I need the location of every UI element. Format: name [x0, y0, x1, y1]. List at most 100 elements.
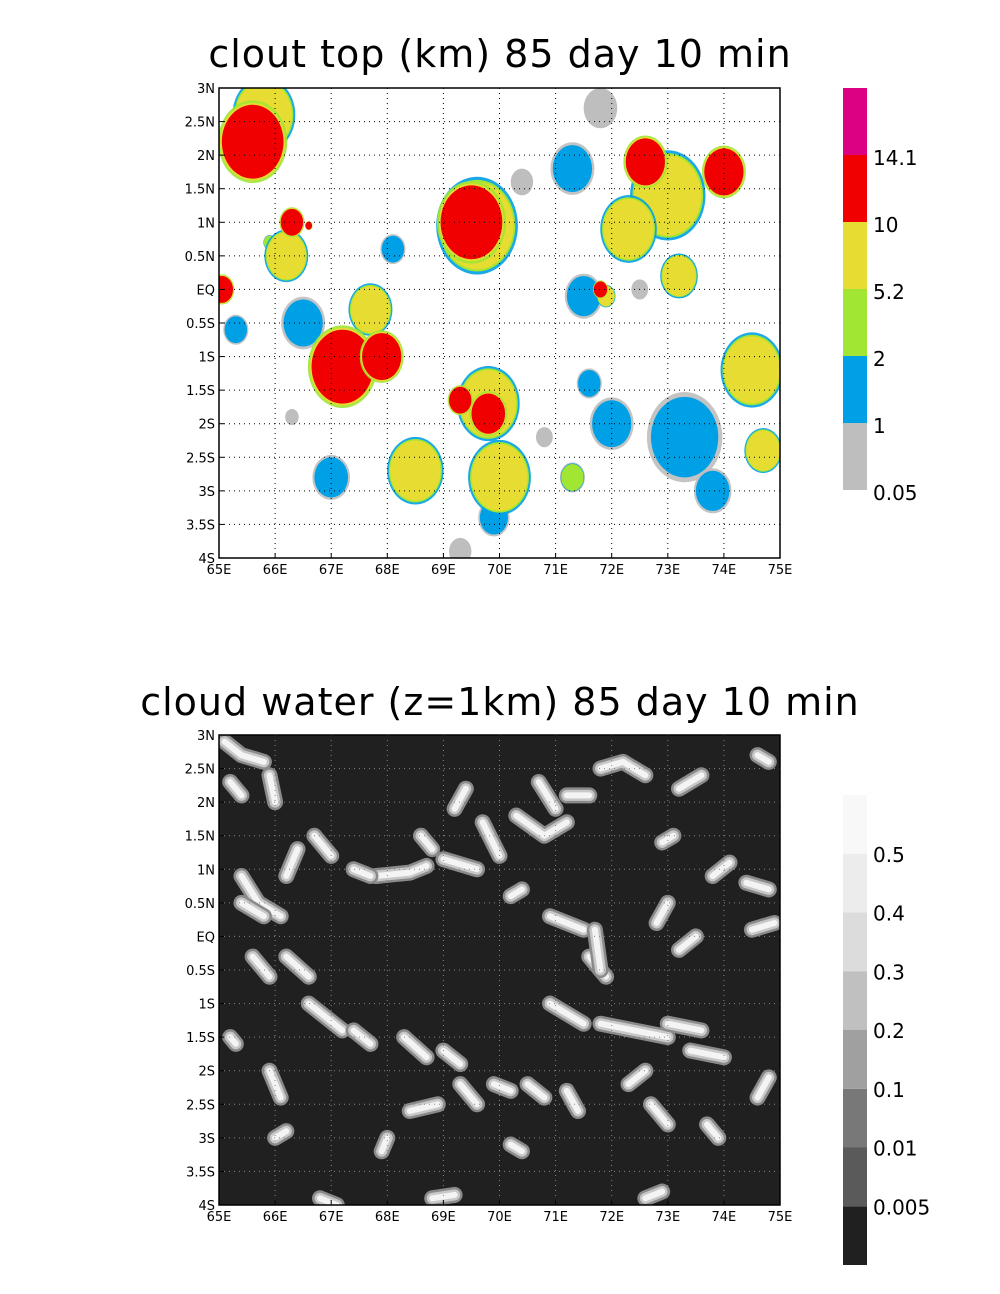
cloud-water-core	[591, 926, 604, 973]
cloud-water-outer	[502, 881, 530, 905]
cloud-blob	[535, 427, 553, 448]
colorbar-swatch	[843, 1088, 867, 1148]
cloud-water-core	[440, 1047, 464, 1067]
cloud-water-core	[676, 772, 705, 792]
cloud-water-mid	[398, 1031, 433, 1063]
cloud-blob	[662, 255, 696, 297]
cloud-blob	[510, 168, 534, 196]
cloud-water-mid	[269, 1125, 292, 1144]
y-tick-label: 2.5S	[186, 451, 215, 466]
cloud-water-outer	[233, 868, 289, 925]
cloud-water-outer	[435, 851, 486, 878]
cloud-water-outer	[345, 861, 379, 884]
y-tick-label: 0.5S	[186, 964, 215, 979]
colorbar-swatch	[843, 795, 867, 854]
cloud-water-outer	[485, 1076, 519, 1099]
colorbar-label: 0.1	[873, 1078, 905, 1102]
cloud-water-core	[754, 752, 772, 765]
colorbar-swatch	[843, 88, 867, 155]
cloud-blob	[723, 336, 780, 404]
cloud-water-core	[406, 1101, 441, 1114]
cloud-water-core	[709, 859, 733, 879]
cloud-water-outer	[592, 1015, 676, 1046]
cloud-blob	[311, 329, 374, 404]
cloud-water-mid	[477, 816, 505, 862]
cloud-water-core	[597, 1020, 671, 1041]
cloud-water-mid	[510, 810, 573, 842]
cloud-blob	[390, 440, 441, 501]
cloud-water-outer	[267, 1123, 295, 1146]
x-tick-label: 70E	[487, 563, 512, 578]
cloud-water-core	[305, 1000, 346, 1034]
cloud-water-core	[507, 886, 525, 900]
cloud-water-core	[676, 933, 699, 953]
colorbar-label: 5.2	[873, 280, 905, 304]
y-tick-label: 2S	[198, 418, 215, 433]
y-tick-label: 2.5N	[185, 763, 215, 778]
x-tick-label: 67E	[319, 563, 344, 578]
x-tick-label: 72E	[599, 1210, 624, 1225]
cloud-blob	[266, 232, 306, 280]
cloud-water-mid	[639, 1186, 668, 1204]
cloud-blob	[221, 104, 284, 179]
cloud-water-outer	[749, 747, 777, 770]
cloud-water-core	[401, 1034, 430, 1061]
cloud-water-mid	[235, 870, 287, 922]
cloud-water-mid	[370, 860, 433, 882]
cloud-water-mid	[376, 1132, 393, 1157]
cloud-water-core	[266, 1067, 284, 1101]
cloud-water-outer	[743, 915, 780, 938]
y-tick-label: 0.5N	[185, 897, 215, 912]
cloud-water-outer	[345, 1022, 379, 1052]
cloud-water-outer	[620, 1062, 654, 1093]
cloud-water-core	[350, 1027, 374, 1047]
x-tick-label: 66E	[263, 1210, 288, 1225]
y-tick-label: 2.5S	[186, 1098, 215, 1113]
cloud-water-outer	[654, 827, 682, 851]
cloud-water-mid	[348, 863, 376, 882]
colorbar-swatch	[843, 1206, 867, 1265]
x-tick-label: 69E	[431, 563, 456, 578]
cloud-blob	[362, 333, 402, 381]
x-tick-label: 67E	[319, 1210, 344, 1225]
cloud-water-core	[659, 832, 677, 846]
cloud-water-mid	[752, 1071, 775, 1104]
chart1-title: clout top (km) 85 day 10 min	[208, 32, 792, 76]
colorbar-swatch	[843, 222, 867, 289]
cloud-water-core	[563, 1087, 582, 1114]
y-tick-label: 1S	[198, 351, 215, 366]
cloud-water-core	[754, 1074, 772, 1101]
cloud-water-outer	[278, 948, 317, 985]
cloud-water-mid	[656, 830, 679, 848]
y-tick-label: 1.5S	[186, 1031, 215, 1046]
cloud-water-mid	[561, 1085, 584, 1117]
cloud-water-mid	[594, 756, 651, 781]
cloud-water-core	[429, 1191, 458, 1202]
cloud-water-outer	[222, 774, 250, 804]
colorbar-swatch	[843, 912, 867, 972]
y-tick-label: 3S	[198, 1132, 215, 1147]
cloud-blob	[314, 457, 349, 498]
cloud-water-outer	[278, 841, 306, 884]
cloud-water-outer	[648, 894, 676, 931]
cloud-water-core	[227, 1034, 239, 1047]
colorbar-label: 0.4	[873, 902, 905, 926]
colorbar: 0.005 0.01 0.1 0.2 0.3 0.4 0.5	[843, 795, 930, 1265]
y-tick-label: 2N	[197, 149, 215, 164]
cloud-water-core	[316, 1195, 340, 1205]
cloud-water-mid	[684, 1045, 730, 1063]
colorbar-label: 0.05	[873, 481, 918, 505]
cloud-water-mid	[673, 769, 707, 795]
cloud-water-core	[513, 812, 570, 839]
cloud-water-core	[653, 899, 671, 926]
cloud-blob	[471, 393, 506, 434]
field-layer	[219, 735, 780, 1205]
cloud-water-mid	[544, 998, 590, 1030]
cloud-blob	[283, 299, 323, 347]
cloud-blob	[583, 88, 618, 129]
colorbar-label: 0.3	[873, 960, 905, 984]
cloud-water-outer	[671, 928, 704, 958]
cloud-water-core	[311, 832, 335, 859]
x-tick-label: 74E	[712, 1210, 737, 1225]
cloud-water-outer	[586, 921, 609, 978]
